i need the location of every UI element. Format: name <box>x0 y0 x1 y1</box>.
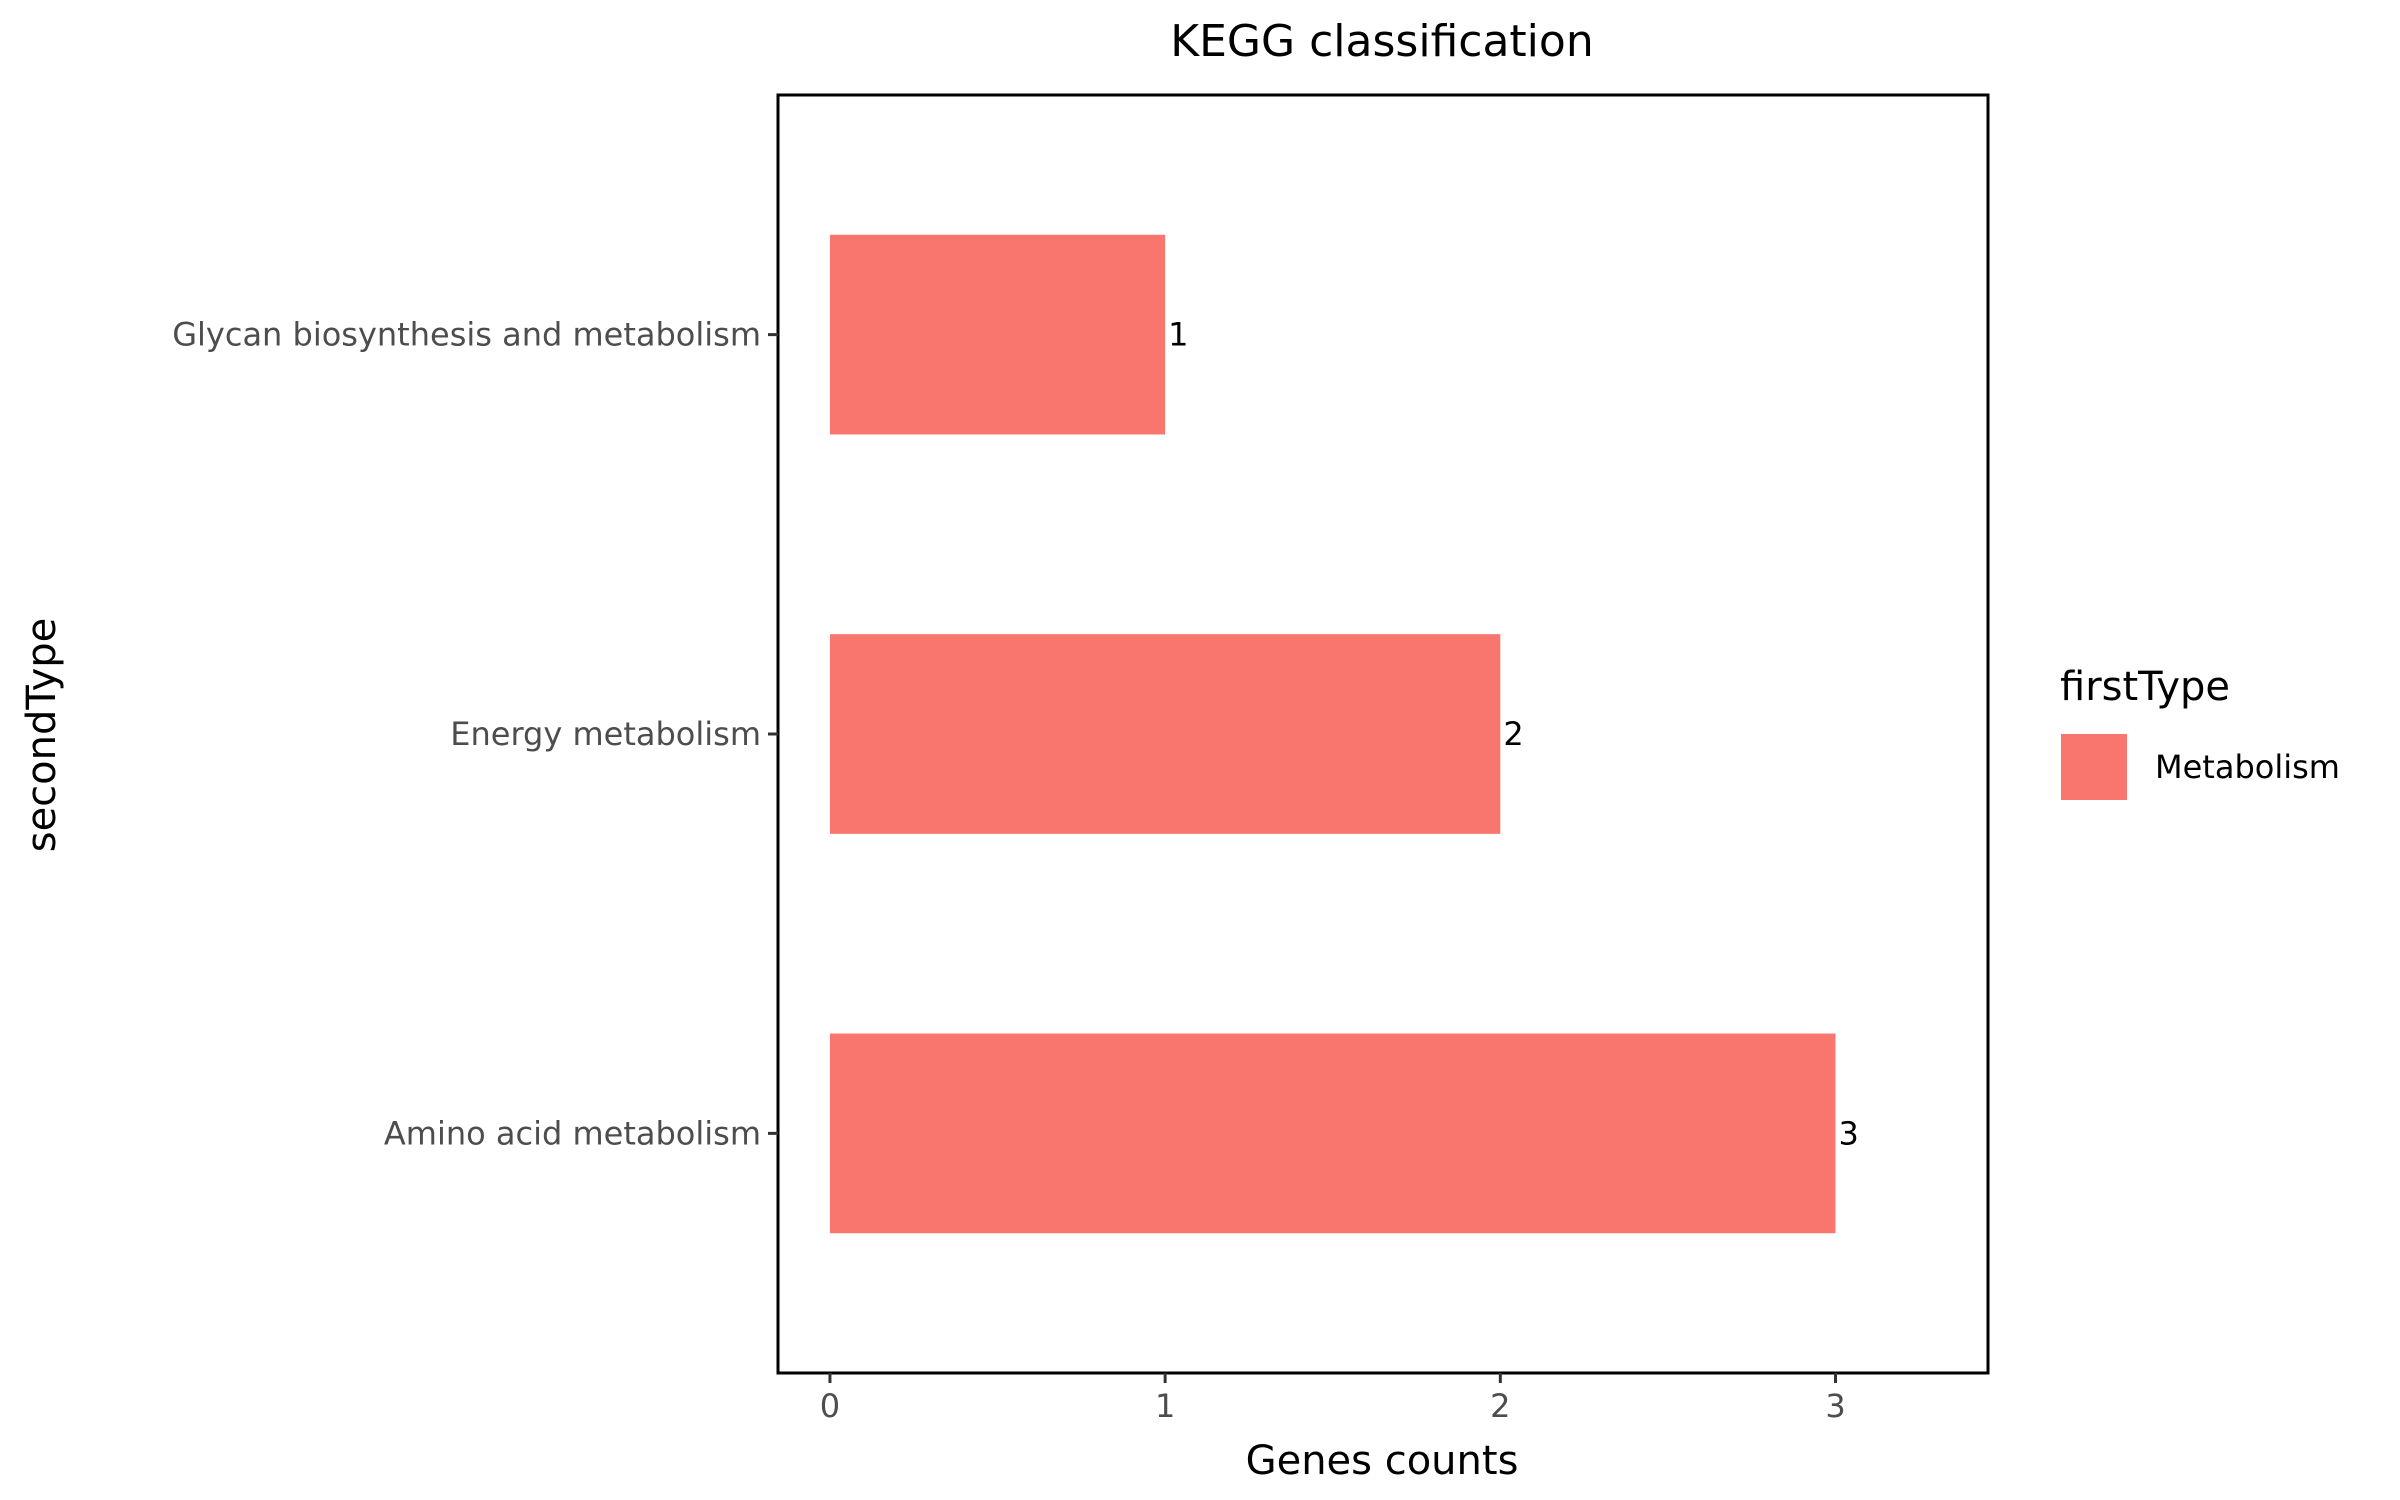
x-tick-label: 3 <box>1825 1387 1845 1425</box>
legend: firstType Metabolism <box>2060 664 2340 800</box>
y-axis-title: secondType <box>19 618 65 853</box>
data-label: 2 <box>1503 715 1523 753</box>
bars-group <box>829 234 1836 1234</box>
data-labels-group: 1 2 3 <box>1168 316 1859 1153</box>
x-axis: 0 1 2 3 <box>820 1373 1846 1425</box>
x-axis-title: Genes counts <box>1246 1438 1519 1484</box>
chart-title: KEGG classification <box>1170 16 1593 67</box>
bar <box>829 234 1166 435</box>
y-axis: Glycan biosynthesis and metabolism Energy… <box>172 316 778 1152</box>
legend-entries: Metabolism <box>2061 734 2340 800</box>
y-tick-label: Energy metabolism <box>450 715 761 753</box>
legend-label: Metabolism <box>2155 748 2340 786</box>
x-tick-label: 2 <box>1490 1387 1510 1425</box>
x-tick-label: 1 <box>1155 1387 1175 1425</box>
y-tick-label: Amino acid metabolism <box>384 1114 761 1152</box>
data-label: 1 <box>1168 316 1188 354</box>
plot-area: 1 2 3 <box>776 93 1990 1375</box>
bar <box>829 634 1501 834</box>
legend-swatch <box>2061 734 2127 800</box>
bar <box>829 1033 1836 1234</box>
data-label: 3 <box>1838 1114 1858 1152</box>
legend-title: firstType <box>2060 664 2230 710</box>
y-tick-label: Glycan biosynthesis and metabolism <box>172 316 761 354</box>
x-tick-label: 0 <box>820 1387 840 1425</box>
